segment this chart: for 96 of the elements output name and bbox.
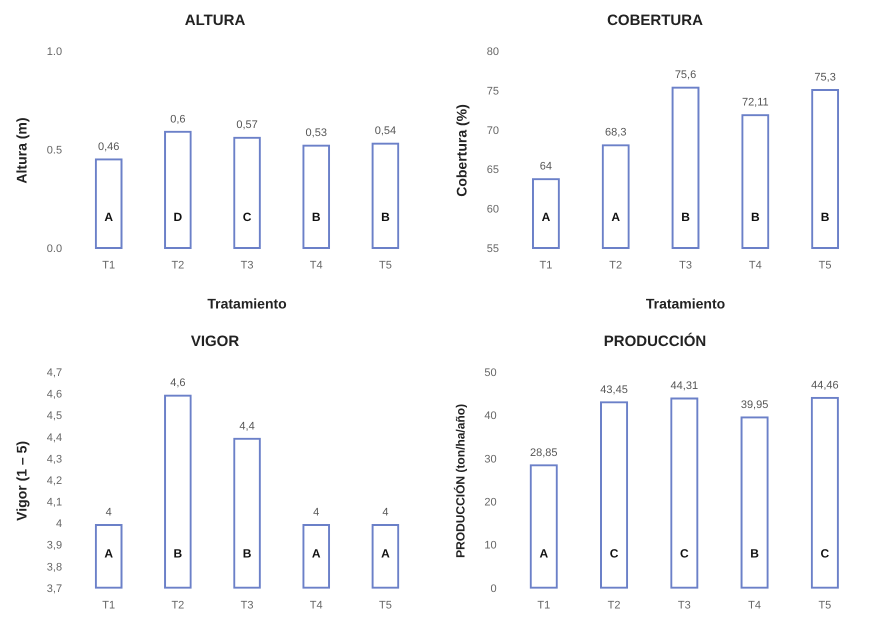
x-tick-label: T4 — [748, 260, 762, 272]
y-tick-label: 10 — [484, 540, 497, 552]
text: 68,3 — [605, 126, 626, 139]
x-tick-label: T5 — [378, 260, 392, 272]
annotation: B — [174, 546, 183, 561]
y-tick-label: 4,1 — [46, 496, 62, 509]
chart-title: PRODUCCIÓN — [604, 332, 706, 350]
x-tick-label: T1 — [537, 599, 550, 612]
y-axis-title: PRODUCCIÓN (ton/ha/año) — [454, 404, 468, 558]
y-tick-label: 3,8 — [46, 561, 62, 574]
annotation: A — [104, 210, 114, 224]
x-tick-label: T5 — [378, 599, 392, 612]
chart-title: COBERTURA — [607, 12, 704, 30]
annotation: D — [174, 210, 183, 224]
y-tick-label: 4,3 — [46, 453, 62, 466]
text: 0,54 — [374, 125, 396, 138]
y-tick-label: 4,4 — [46, 432, 62, 444]
text: 43,45 — [600, 384, 628, 396]
x-axis-title: Tratamiento — [646, 295, 726, 312]
y-tick-label: 65 — [486, 164, 500, 176]
x-axis-title: Tratamiento — [207, 295, 287, 312]
y-axis-title: Vigor (1 – 5) — [13, 440, 30, 521]
y-tick-label: 70 — [486, 124, 500, 137]
y-tick-label: 4,5 — [46, 410, 62, 422]
text: 4,4 — [239, 420, 255, 432]
annotation: B — [820, 210, 830, 224]
text: 75,6 — [674, 69, 696, 82]
annotation: B — [312, 210, 321, 224]
y-tick-label: 3,9 — [46, 540, 62, 552]
y-tick-label: 30 — [484, 453, 497, 466]
x-tick-label: T2 — [171, 260, 184, 272]
annotation: C — [242, 210, 252, 224]
annotation: A — [312, 546, 321, 561]
annotation: A — [381, 546, 390, 561]
text: 0,53 — [306, 127, 327, 140]
text: 0,6 — [170, 113, 186, 126]
y-tick-label: 4,2 — [46, 474, 62, 487]
text: 4 — [106, 506, 112, 519]
x-tick-label: T2 — [609, 260, 622, 272]
text: 4,6 — [170, 377, 186, 390]
y-axis-title: Altura (m) — [13, 117, 30, 184]
x-tick-label: T3 — [240, 260, 254, 272]
y-tick-label: 4,6 — [46, 388, 62, 401]
text: 75,3 — [814, 72, 836, 84]
x-tick-label: T4 — [310, 260, 323, 272]
y-axis-title: Cobertura (%) — [453, 104, 470, 197]
y-tick-label: 75 — [486, 85, 500, 98]
annotation: C — [680, 546, 689, 561]
text: 4 — [313, 506, 320, 519]
text: 44,31 — [670, 380, 698, 392]
annotation: B — [750, 546, 760, 561]
x-tick-label: T4 — [310, 599, 323, 612]
text: 0,57 — [236, 119, 258, 132]
y-tick-label: 55 — [486, 243, 500, 256]
text: 64 — [540, 160, 552, 173]
y-tick-label: 4 — [56, 518, 62, 530]
annotation: B — [381, 210, 390, 224]
y-tick-label: 0.0 — [46, 243, 62, 256]
y-tick-label: 1.0 — [46, 46, 62, 58]
y-tick-label: 3,7 — [46, 582, 62, 595]
annotation: C — [820, 546, 830, 561]
x-tick-label: T1 — [102, 260, 116, 272]
annotation: A — [542, 210, 551, 224]
annotation: C — [610, 546, 619, 561]
y-tick-label: 0 — [490, 582, 497, 595]
x-tick-label: T2 — [608, 599, 620, 612]
annotation: B — [242, 546, 252, 561]
text: 0,46 — [98, 140, 120, 153]
annotation: B — [750, 210, 760, 224]
y-tick-label: 60 — [486, 204, 500, 216]
y-tick-label: 4,7 — [46, 367, 62, 380]
text: 28,85 — [530, 446, 558, 459]
y-tick-label: 50 — [484, 367, 497, 380]
x-tick-label: T3 — [679, 260, 692, 272]
annotation: B — [681, 210, 690, 224]
x-tick-label: T1 — [102, 599, 116, 612]
annotation: A — [104, 546, 114, 561]
x-tick-label: T5 — [818, 599, 832, 612]
annotation: A — [539, 546, 548, 561]
x-tick-label: T3 — [678, 599, 691, 612]
x-tick-label: T3 — [240, 599, 254, 612]
text: 4 — [382, 506, 388, 519]
y-tick-label: 20 — [484, 496, 497, 509]
y-tick-label: 80 — [486, 46, 500, 58]
x-tick-label: T5 — [818, 260, 832, 272]
y-tick-label: 0.5 — [46, 144, 62, 157]
annotation: A — [611, 210, 620, 224]
text: 72,11 — [742, 96, 769, 109]
chart-title: VIGOR — [190, 333, 240, 350]
x-tick-label: T1 — [540, 260, 552, 272]
x-tick-label: T4 — [748, 599, 762, 612]
text: 44,46 — [811, 379, 839, 392]
chart-title: ALTURA — [184, 12, 246, 30]
y-tick-label: 40 — [484, 410, 497, 422]
text: 39,95 — [740, 398, 768, 411]
x-tick-label: T2 — [171, 599, 184, 612]
